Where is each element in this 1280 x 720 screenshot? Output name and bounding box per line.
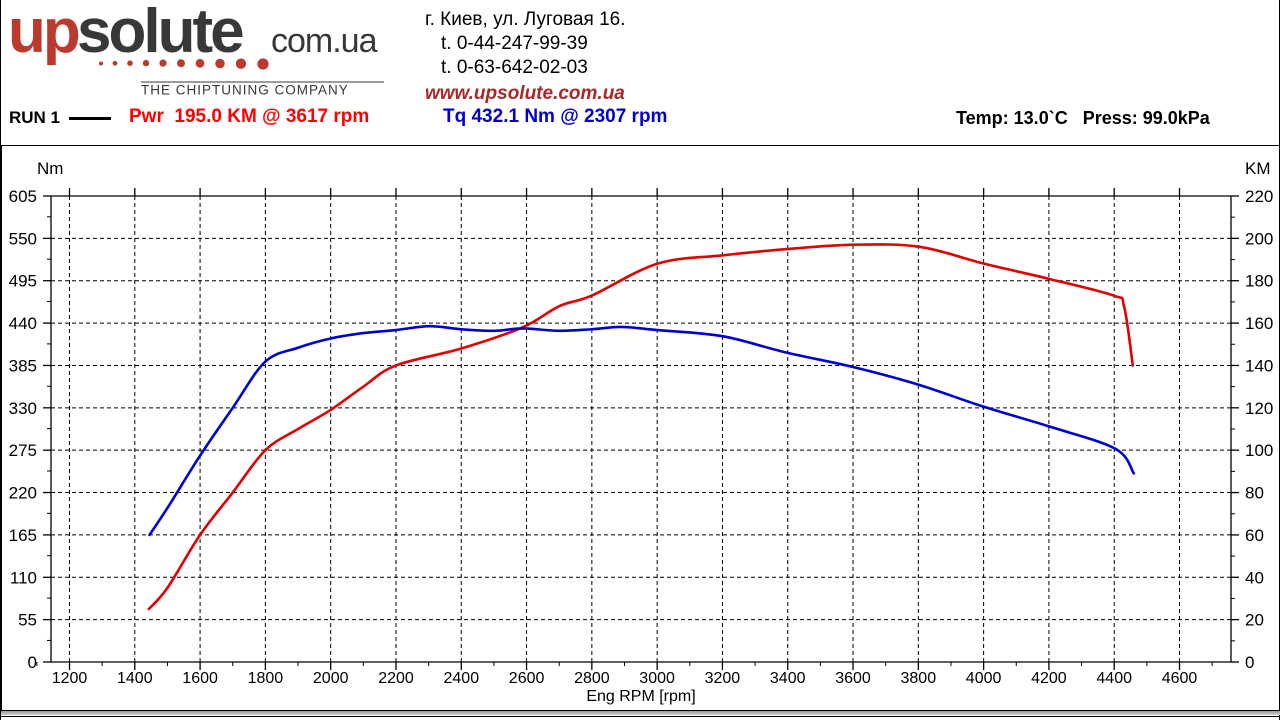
svg-text:60: 60	[1245, 526, 1264, 545]
svg-text:0: 0	[1245, 653, 1254, 672]
svg-text:4200: 4200	[1031, 670, 1067, 687]
svg-text:140: 140	[1245, 357, 1273, 376]
svg-text:330: 330	[9, 399, 37, 418]
svg-text:2800: 2800	[574, 670, 610, 687]
svg-text:40: 40	[1245, 568, 1264, 587]
svg-text:3400: 3400	[770, 670, 806, 687]
svg-text:4600: 4600	[1162, 670, 1198, 687]
svg-text:Nm: Nm	[37, 159, 63, 178]
svg-text:1800: 1800	[248, 670, 284, 687]
svg-text:2200: 2200	[378, 670, 414, 687]
svg-text:2600: 2600	[509, 670, 545, 687]
svg-text:2000: 2000	[313, 670, 349, 687]
svg-text:1600: 1600	[182, 670, 218, 687]
svg-text:495: 495	[9, 272, 37, 291]
svg-text:605: 605	[9, 187, 37, 206]
svg-text:3200: 3200	[705, 670, 741, 687]
svg-text:440: 440	[9, 314, 37, 333]
svg-text:2400: 2400	[444, 670, 480, 687]
svg-text:220: 220	[1245, 187, 1273, 206]
svg-text:0: 0	[28, 653, 37, 672]
svg-text:4000: 4000	[966, 670, 1002, 687]
svg-text:20: 20	[1245, 611, 1264, 630]
svg-text:1400: 1400	[117, 670, 153, 687]
svg-text:55: 55	[18, 611, 37, 630]
svg-text:160: 160	[1245, 314, 1273, 333]
svg-text:80: 80	[1245, 484, 1264, 503]
svg-text:Eng RPM [rpm]: Eng RPM [rpm]	[586, 688, 695, 705]
svg-text:180: 180	[1245, 272, 1273, 291]
svg-text:KM: KM	[1245, 159, 1271, 178]
svg-text:165: 165	[9, 526, 37, 545]
svg-text:3600: 3600	[835, 670, 871, 687]
svg-text:120: 120	[1245, 399, 1273, 418]
svg-text:275: 275	[9, 441, 37, 460]
svg-text:110: 110	[10, 568, 37, 587]
svg-text:100: 100	[1245, 441, 1273, 460]
svg-text:3000: 3000	[639, 670, 675, 687]
svg-text:4400: 4400	[1096, 670, 1132, 687]
svg-text:3800: 3800	[901, 670, 937, 687]
svg-text:220: 220	[9, 484, 37, 503]
svg-text:1200: 1200	[52, 670, 88, 687]
svg-text:550: 550	[9, 229, 37, 248]
svg-text:200: 200	[1245, 229, 1273, 248]
svg-text:385: 385	[9, 357, 37, 376]
